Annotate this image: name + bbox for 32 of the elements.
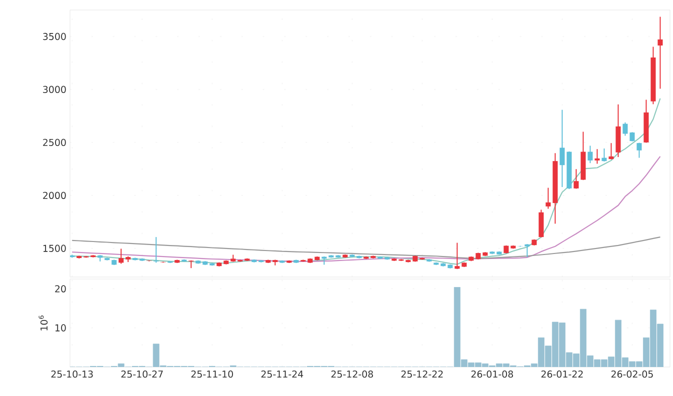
candlestick [636,142,642,158]
y-axis-title: 10$^{6}$ [38,316,48,330]
candlestick [454,242,460,270]
candlestick [602,148,607,162]
candlestick [546,187,551,210]
candlestick [658,16,663,90]
candlestick [608,142,614,160]
x-tick-label: 25-11-10 [191,370,233,378]
candlestick [560,109,565,188]
candlestick [574,168,579,190]
candlestick [594,148,600,164]
y-tick-label: 1500 [43,244,66,252]
candlestick [622,122,628,136]
x-tick-label: 25-10-13 [51,370,93,378]
candlestick [588,145,593,164]
candlestick [118,248,124,264]
x-tick-label: 25-12-08 [331,370,373,378]
y-tick-label: 2000 [43,192,66,199]
candlestick [524,244,530,258]
y-tick-label: 10 [55,324,66,332]
x-tick-label: 26-02-05 [611,370,653,378]
y-tick-label: 20 [55,285,66,292]
y-tick-label: 2500 [43,138,66,146]
y-tick-label: 3500 [43,32,66,40]
x-tick-label: 25-12-22 [401,370,443,378]
x-tick-label: 26-01-22 [541,370,583,378]
x-tick-label: 26-01-08 [471,370,513,378]
y-tick-label: 3000 [43,86,66,94]
x-tick-label: 25-11-24 [261,370,304,378]
x-tick-label: 25-10-27 [121,370,163,378]
candlestick [154,236,159,264]
candlestick [630,132,635,142]
